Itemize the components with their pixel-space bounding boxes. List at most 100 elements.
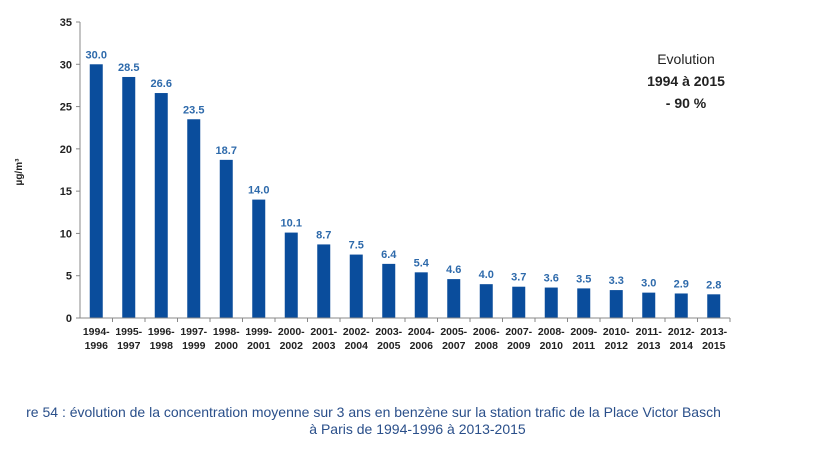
y-tick-label: 20 <box>60 144 72 156</box>
x-tick-label: 2010 <box>540 340 564 352</box>
bar <box>89 64 103 319</box>
data-label: 26.6 <box>151 78 172 90</box>
data-label: 2.9 <box>674 278 689 290</box>
x-tick-label: 2012 <box>605 340 629 352</box>
annotation-title: Evolution <box>657 51 715 67</box>
x-tick-label: 2012- <box>668 326 695 338</box>
bar <box>447 279 461 318</box>
x-tick-label: 2006- <box>473 326 500 338</box>
y-tick-label: 0 <box>66 313 72 325</box>
data-label: 4.6 <box>446 264 461 276</box>
bar <box>707 294 721 318</box>
data-label: 7.5 <box>349 240 364 252</box>
x-tick-label: 2007 <box>442 340 466 352</box>
annotation-change: - 90 % <box>665 95 707 111</box>
x-tick-label: 2013- <box>700 326 727 338</box>
bars <box>89 64 721 319</box>
data-label: 2.8 <box>706 279 721 291</box>
bar <box>512 286 526 318</box>
x-tick-label: 2008- <box>538 326 565 338</box>
x-tick-label: 2005 <box>377 340 401 352</box>
x-tick-label: 2005- <box>440 326 467 338</box>
data-label: 8.7 <box>316 229 331 241</box>
bar <box>154 93 168 318</box>
bar <box>219 159 233 318</box>
x-tick-label: 2006 <box>410 340 434 352</box>
x-tick-label: 2002 <box>280 340 304 352</box>
evolution-annotation: Evolution 1994 à 2015 - 90 % <box>630 48 742 114</box>
y-axis-label: µg/m³ <box>14 158 25 186</box>
x-tick-label: 2014 <box>670 340 694 352</box>
x-tick-label: 1997 <box>117 340 141 352</box>
x-tick-label: 1998 <box>150 340 174 352</box>
data-label: 23.5 <box>183 104 204 116</box>
y-tick-label: 30 <box>60 59 72 71</box>
y-tick-label: 10 <box>60 228 72 240</box>
x-tick-label: 1999- <box>245 326 272 338</box>
caption-line-2: à Paris de 1994-1996 à 2013-2015 <box>309 421 526 437</box>
x-tick-label: 2011 <box>572 340 595 352</box>
bar <box>642 292 656 318</box>
bar <box>187 119 201 318</box>
y-tick-label: 5 <box>66 271 72 283</box>
x-tick-label: 1997- <box>180 326 207 338</box>
figure-caption: re 54 : évolution de la concentration mo… <box>0 404 835 438</box>
y-axis: 0 5 10 15 20 25 30 35 <box>60 17 81 325</box>
x-tick-label: 2007- <box>505 326 532 338</box>
data-label: 3.5 <box>576 273 591 285</box>
data-label: 30.0 <box>86 49 107 61</box>
data-labels: 30.0 28.5 26.6 23.5 18.7 14.0 10.1 8.7 7.5 6.4 5.4… <box>86 49 722 291</box>
data-label: 3.3 <box>609 275 624 287</box>
x-tick-label: 1995- <box>115 326 142 338</box>
x-axis: 1994- 1996 1995- 1997 1996- 1998 1997- 1999 1998… <box>80 317 731 352</box>
x-tick-label: 2009 <box>507 340 531 352</box>
x-tick-label: 2004- <box>408 326 435 338</box>
bar <box>544 287 558 318</box>
data-label: 6.4 <box>381 249 397 261</box>
data-label: 3.0 <box>641 278 656 290</box>
x-tick-label: 2000 <box>215 340 239 352</box>
bar <box>674 293 688 318</box>
x-tick-label: 2013 <box>637 340 661 352</box>
x-tick-label: 1999 <box>182 340 206 352</box>
x-tick-label: 1998- <box>213 326 240 338</box>
x-tick-label: 1996- <box>148 326 175 338</box>
y-tick-label: 35 <box>60 17 72 29</box>
bar <box>414 272 428 318</box>
x-tick-label: 2011- <box>636 326 663 338</box>
x-tick-label: 2003 <box>312 340 336 352</box>
x-tick-label: 2000- <box>278 326 305 338</box>
x-tick-label: 2009- <box>570 326 597 338</box>
x-tick-label: 2003- <box>375 326 402 338</box>
data-label: 3.7 <box>511 272 526 284</box>
data-label: 4.0 <box>479 269 494 281</box>
data-label: 10.1 <box>281 218 302 230</box>
y-tick-label: 15 <box>60 186 72 198</box>
caption-line-1: re 54 : évolution de la concentration mo… <box>26 404 721 420</box>
x-tick-label: 2008 <box>475 340 499 352</box>
x-tick-label: 2001 <box>247 340 271 352</box>
x-tick-label: 1994- <box>83 326 110 338</box>
bar <box>284 232 298 318</box>
bar <box>577 288 591 318</box>
x-tick-label: 2015 <box>702 340 726 352</box>
bar <box>609 290 623 318</box>
bar <box>479 284 493 318</box>
data-label: 18.7 <box>216 145 237 157</box>
data-label: 14.0 <box>248 185 269 197</box>
annotation-period: 1994 à 2015 <box>647 73 725 89</box>
x-tick-label: 1996 <box>85 340 109 352</box>
bar <box>317 244 331 318</box>
bar <box>382 263 396 318</box>
bar <box>349 254 363 318</box>
y-tick-label: 25 <box>60 102 72 114</box>
bar <box>252 199 266 318</box>
x-tick-label: 2004 <box>345 340 369 352</box>
data-label: 28.5 <box>118 62 139 74</box>
x-tick-label: 2002- <box>343 326 370 338</box>
benzene-bar-chart: 0 5 10 15 20 25 30 35 30.0 28.5 26.6 23.5 18.7 14.0 1… <box>14 17 731 352</box>
x-tick-label: 2001- <box>310 326 337 338</box>
data-label: 3.6 <box>544 273 559 285</box>
x-tick-label: 2010- <box>603 326 630 338</box>
bar <box>122 76 136 318</box>
